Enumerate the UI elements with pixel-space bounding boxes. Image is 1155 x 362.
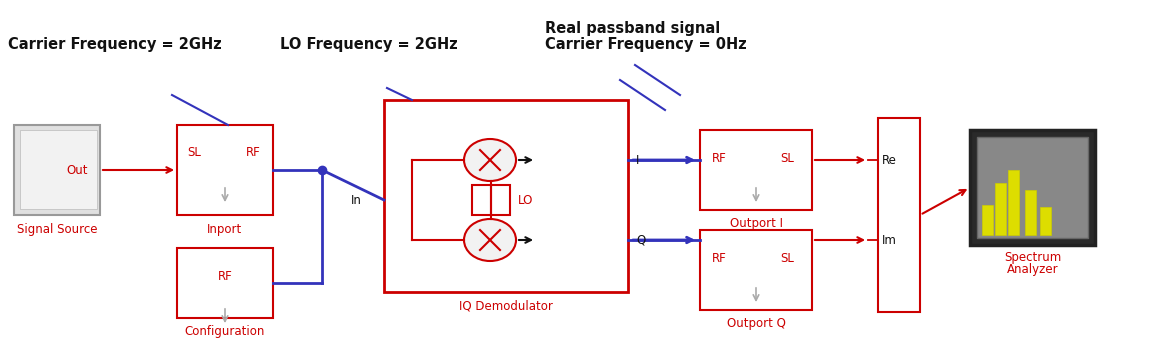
Text: In: In bbox=[351, 194, 362, 206]
Bar bbox=[177, 125, 273, 215]
Text: Signal Source: Signal Source bbox=[17, 223, 97, 236]
Text: I: I bbox=[636, 153, 640, 167]
Bar bbox=[1040, 207, 1051, 235]
Text: Outport Q: Outport Q bbox=[726, 317, 785, 331]
Text: Analyzer: Analyzer bbox=[1007, 262, 1058, 275]
Text: Carrier Frequency = 0Hz: Carrier Frequency = 0Hz bbox=[545, 38, 747, 52]
Bar bbox=[700, 230, 812, 310]
Text: LO Frequency = 2GHz: LO Frequency = 2GHz bbox=[280, 38, 457, 52]
Bar bbox=[994, 183, 1006, 235]
Text: Spectrum: Spectrum bbox=[1004, 251, 1061, 264]
Text: Carrier Frequency = 2GHz: Carrier Frequency = 2GHz bbox=[8, 38, 222, 52]
Bar bbox=[1008, 170, 1019, 235]
Bar bbox=[970, 130, 1095, 245]
Bar bbox=[977, 137, 1088, 238]
Text: SL: SL bbox=[780, 252, 793, 265]
Text: Im: Im bbox=[882, 233, 897, 247]
Text: Configuration: Configuration bbox=[185, 325, 266, 338]
Bar bbox=[14, 125, 100, 215]
Ellipse shape bbox=[464, 139, 516, 181]
Bar bbox=[177, 248, 273, 318]
Text: RF: RF bbox=[711, 252, 726, 265]
Text: Q: Q bbox=[636, 233, 646, 247]
Text: Re: Re bbox=[882, 153, 897, 167]
Ellipse shape bbox=[464, 219, 516, 261]
Text: IQ Demodulator: IQ Demodulator bbox=[459, 299, 553, 312]
Bar bbox=[878, 118, 921, 312]
Bar bbox=[20, 130, 97, 209]
Bar bbox=[700, 130, 812, 210]
Text: LO: LO bbox=[517, 194, 534, 206]
Text: SL: SL bbox=[187, 147, 201, 160]
Bar bbox=[472, 185, 511, 215]
Bar bbox=[1024, 190, 1036, 235]
Text: RF: RF bbox=[246, 147, 261, 160]
Text: Inport: Inport bbox=[208, 223, 243, 236]
Bar bbox=[982, 205, 993, 235]
Text: Outport I: Outport I bbox=[730, 218, 782, 231]
Text: Real passband signal: Real passband signal bbox=[545, 21, 721, 35]
Text: RF: RF bbox=[217, 269, 232, 282]
Text: SL: SL bbox=[780, 152, 793, 164]
Bar bbox=[383, 100, 628, 292]
Text: RF: RF bbox=[711, 152, 726, 164]
Text: Out: Out bbox=[67, 164, 88, 177]
